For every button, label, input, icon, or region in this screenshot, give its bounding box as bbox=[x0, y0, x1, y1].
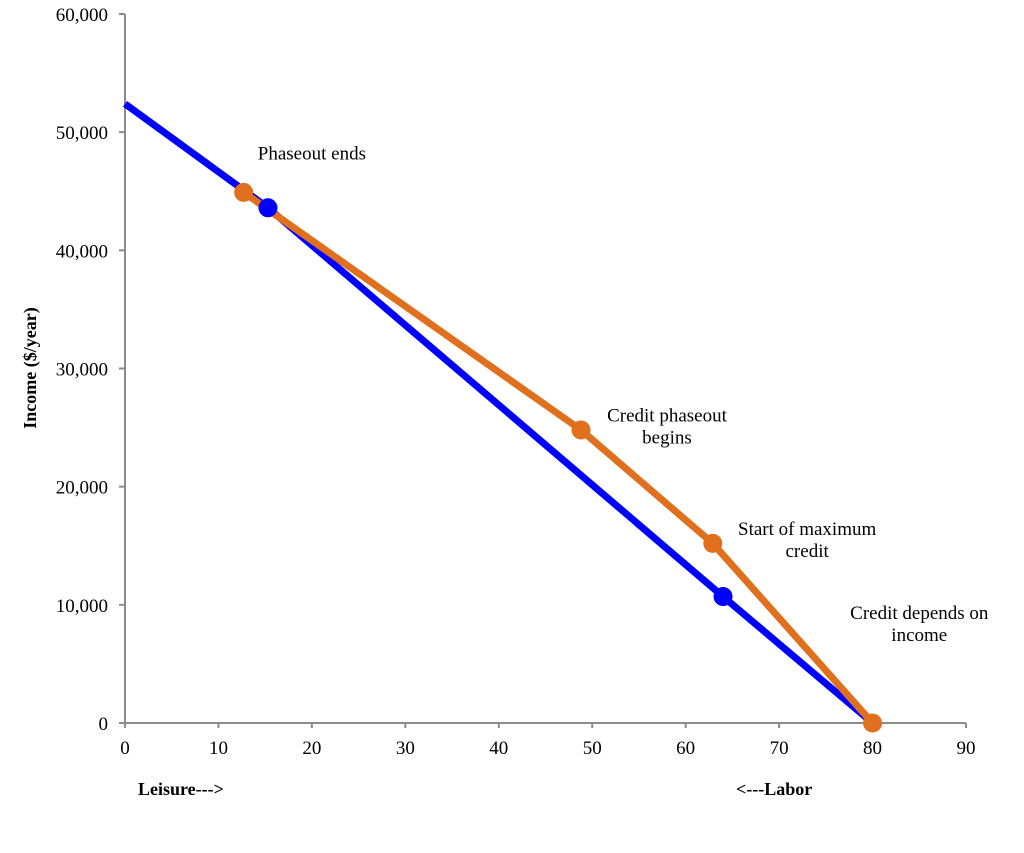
x-tick-label: 60 bbox=[676, 738, 695, 759]
x-tick-label: 10 bbox=[209, 738, 228, 759]
x-tick-label: 90 bbox=[957, 738, 976, 759]
series-0-marker bbox=[258, 198, 278, 218]
y-tick-label: 0 bbox=[99, 714, 109, 735]
x-axis-label-leisure: Leisure---> bbox=[138, 779, 224, 799]
series-layer bbox=[122, 100, 883, 733]
y-tick-label: 40,000 bbox=[56, 241, 108, 262]
x-tick-label: 30 bbox=[396, 738, 415, 759]
x-tick-label: 0 bbox=[120, 738, 130, 759]
annotation-label: Credit depends on income bbox=[850, 603, 989, 646]
annotation-label: Start of maximum credit bbox=[738, 519, 876, 562]
x-tick-label: 40 bbox=[489, 738, 508, 759]
series-1-marker bbox=[571, 420, 591, 440]
y-tick-label: 10,000 bbox=[56, 596, 108, 617]
x-tick-label: 80 bbox=[863, 738, 882, 759]
annotation-line: Phaseout ends bbox=[258, 143, 366, 164]
annotations: Phaseout ends Credit phaseout begins Start … bbox=[258, 143, 989, 646]
y-axis-ticks: 0 10,000 20,000 30,000 40,000 50,000 60,000 bbox=[56, 5, 125, 735]
annotation-line: Start of maximum bbox=[738, 519, 876, 540]
annotation-label: Phaseout ends bbox=[258, 143, 366, 164]
annotation-line: credit bbox=[786, 541, 830, 562]
annotation-line: Credit depends on bbox=[850, 603, 989, 624]
x-axis-ticks: 0 10 20 30 40 50 60 70 80 90 bbox=[120, 723, 976, 759]
annotation-label: Credit phaseout begins bbox=[607, 406, 728, 449]
series-1-marker bbox=[703, 533, 723, 553]
x-tick-label: 50 bbox=[583, 738, 602, 759]
annotation-line: begins bbox=[642, 428, 692, 449]
y-tick-label: 50,000 bbox=[56, 123, 108, 144]
x-tick-label: 20 bbox=[302, 738, 321, 759]
annotation-line: Credit phaseout bbox=[607, 406, 728, 427]
y-tick-label: 60,000 bbox=[56, 5, 108, 26]
axes bbox=[124, 14, 966, 724]
series-0-marker bbox=[713, 587, 733, 607]
series-line-0 bbox=[122, 100, 875, 726]
series-1-marker bbox=[863, 713, 883, 733]
x-axis-label-labor: <---Labor bbox=[736, 779, 812, 799]
y-tick-label: 30,000 bbox=[56, 360, 108, 381]
x-tick-label: 70 bbox=[770, 738, 789, 759]
y-tick-label: 20,000 bbox=[56, 478, 108, 499]
series-line-1 bbox=[241, 189, 876, 726]
annotation-line: income bbox=[891, 625, 947, 646]
series-1-marker bbox=[234, 182, 254, 202]
y-axis-title: Income ($/year) bbox=[20, 307, 41, 428]
